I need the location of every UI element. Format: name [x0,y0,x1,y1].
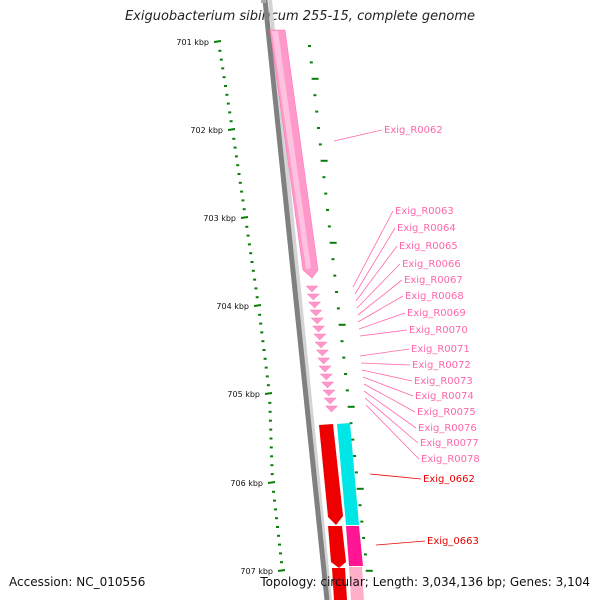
trna-gene-arrow[interactable] [319,373,333,381]
rna-leader-line [362,376,414,397]
magenta-feature[interactable] [346,526,363,566]
trna-gene-arrow[interactable] [324,405,339,413]
ruler-major-tick [277,569,286,572]
topology-text: Topology: circular; Length: 3,034,136 bp… [260,575,590,589]
cyan-feature[interactable] [337,423,359,525]
trna-gene-arrow[interactable] [311,325,326,333]
trna-gene-arrow[interactable] [314,341,328,349]
feature-group [269,29,364,600]
rna-leader-line [361,369,413,382]
ruler-label: 703 kbp [203,214,236,223]
trna-gene-arrow[interactable] [317,357,331,365]
ruler-major-tick [264,392,273,395]
rna-leader-line [365,404,420,460]
trna-gene-arrow[interactable] [305,285,319,293]
map-title: Exiguobacterium sibiricum 255-15, comple… [124,9,476,24]
ruler-label: 707 kbp [240,567,273,576]
rna-leader-line [359,348,410,357]
ruler-label: 702 kbp [190,126,223,135]
rna-leader-line [352,210,394,288]
trna-gene-arrow[interactable] [323,397,337,405]
rna-gene-label[interactable]: Exig_R0071 [411,344,470,355]
ruler-major-tick [253,304,262,307]
rna-gene-label[interactable]: Exig_R0077 [420,438,479,449]
rna-gene-label[interactable]: Exig_R0065 [399,241,458,252]
cds-gene-arrow-2[interactable] [328,526,346,568]
trna-gene-arrow[interactable] [322,389,336,397]
ruler-label: 705 kbp [227,390,260,399]
cds-leader-line [369,473,422,480]
backbone-top-mark [261,0,266,3]
trna-gene-arrow[interactable] [306,293,320,301]
cds-gene-arrow-1[interactable] [319,424,343,525]
ruler-label: 701 kbp [176,38,209,47]
accession-text: Accession: NC_010556 [9,575,146,589]
rna-gene-label[interactable]: Exig_R0064 [397,223,456,234]
trna-gene-arrow[interactable] [310,317,324,325]
rna-leader-line [359,329,408,337]
rna-gene-label[interactable]: Exig_R0072 [412,360,471,371]
rna-gene-label[interactable]: Exig_R0073 [414,376,473,387]
rna-leader-line [357,295,404,323]
rna-leader-line [363,383,416,413]
rna-gene-label[interactable]: Exig_R0074 [415,391,474,402]
rna-gene-label[interactable]: Exig_R0075 [417,407,476,418]
trna-gene-arrow[interactable] [318,365,332,373]
ruler-major-tick [267,481,276,484]
ruler-label: 704 kbp [216,302,249,311]
cds-gene-label[interactable]: Exig_0662 [423,474,475,485]
ruler-group: 701 kbp 702 kbp 703 kbp 704 kbp 705 kbp 706 k… [176,38,373,576]
trna-gene-arrow[interactable] [313,333,327,341]
rna-leader-line [354,227,396,295]
backbone-group [261,0,332,600]
rna-leader-line [360,362,411,366]
rna-gene-label[interactable]: Exig_R0068 [405,291,464,302]
rna-gene-label[interactable]: Exig_R0063 [395,206,454,217]
ruler-major-tick [227,128,236,131]
ruler-label: 706 kbp [230,479,263,488]
backbone-line [262,0,330,600]
label-group: Exig_R0062 Exig_R0063 Exig_R0064 Exig_R0065… [333,125,480,547]
rna-gene-label[interactable]: Exig_R0066 [402,259,461,270]
rna-gene-label[interactable]: Exig_R0067 [404,275,463,286]
trna-gene-arrow[interactable] [309,309,323,317]
rrna-gene-highlight [272,31,311,269]
rna-gene-label[interactable]: Exig_R0069 [407,308,466,319]
trna-gene-arrow[interactable] [315,349,330,357]
cds-gene-arrow-3[interactable] [332,568,347,600]
ruler-major-tick [240,216,249,219]
rna-leader-line [355,245,398,302]
cds-leader-line [375,540,426,546]
rna-gene-label[interactable]: Exig_R0078 [421,454,480,465]
rna-leader-line [356,263,401,309]
rna-leader-line [364,397,419,444]
rna-leader-line [357,279,403,316]
rna-gene-label[interactable]: Exig_R0062 [384,125,443,136]
rna-leader-line [333,129,383,142]
trna-gene-arrow[interactable] [307,301,322,309]
pink-feature[interactable] [349,567,364,600]
cds-gene-label[interactable]: Exig_0663 [427,536,479,547]
rna-gene-label[interactable]: Exig_R0076 [418,423,477,434]
rna-leader-line [363,390,417,429]
trna-gene-arrow[interactable] [320,381,335,389]
ruler-major-tick [213,40,222,43]
rna-gene-label[interactable]: Exig_R0070 [409,325,468,336]
rna-leader-line [358,312,406,330]
